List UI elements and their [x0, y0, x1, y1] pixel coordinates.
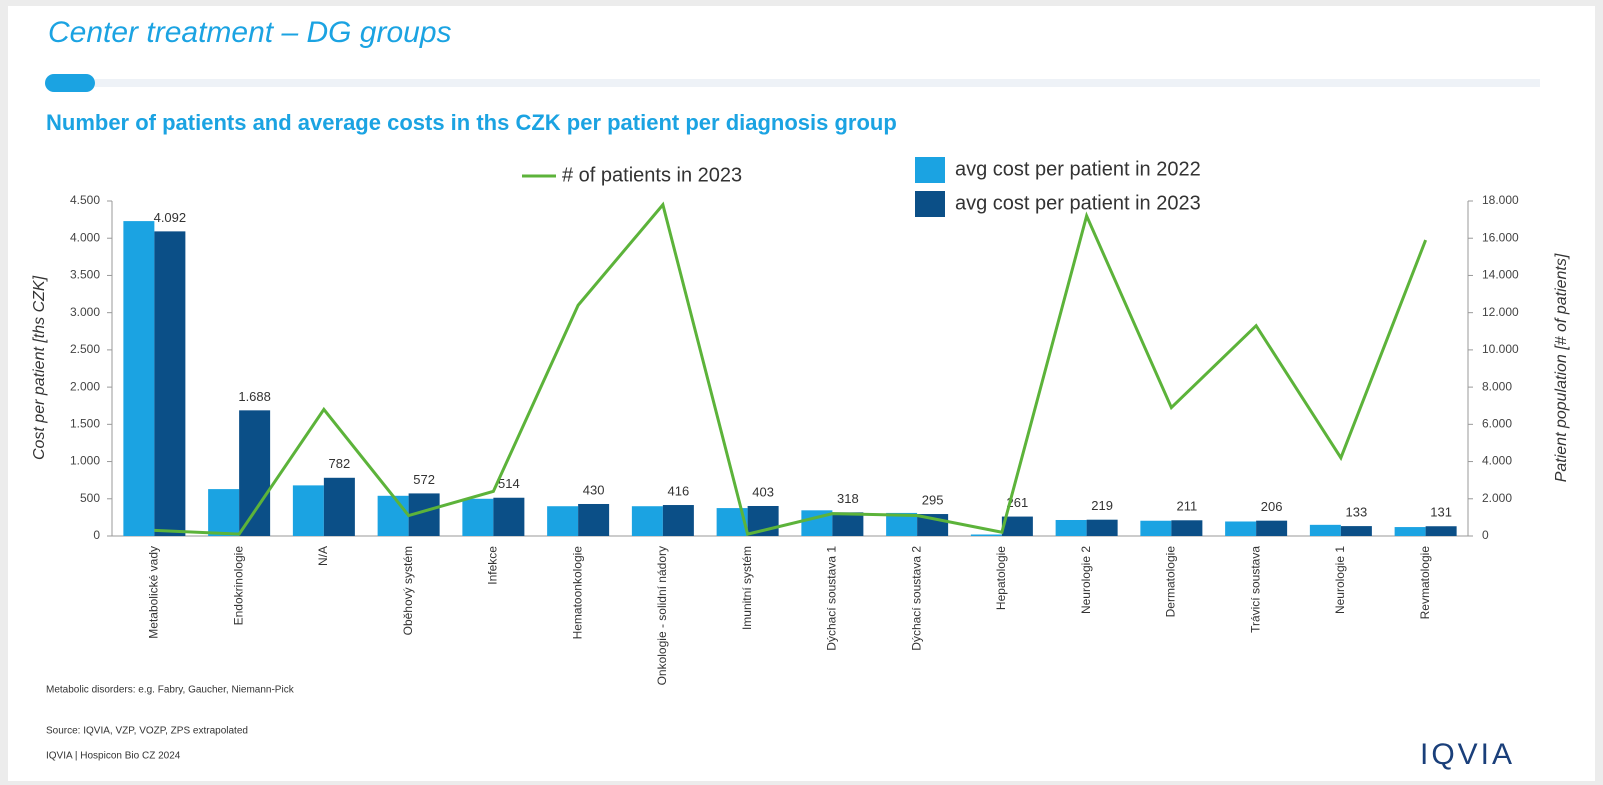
bar: [1171, 520, 1203, 536]
title-rule: [95, 79, 1540, 87]
credit: IQVIA | Hospicon Bio CZ 2024: [46, 751, 181, 762]
x-tick-label: Neurologie 2: [1079, 546, 1093, 614]
legend-label: avg cost per patient in 2023: [955, 192, 1201, 214]
y2-tick-label: 12.000: [1482, 305, 1519, 319]
x-tick-label: Dýchací soustava 2: [909, 546, 923, 651]
y-tick-label: 1.500: [70, 417, 100, 431]
bar: [547, 506, 579, 536]
bar: [1140, 520, 1172, 536]
bar: [886, 512, 918, 536]
y-axis-title: Cost per patient [ths CZK]: [31, 275, 48, 460]
y-tick-label: 500: [80, 491, 100, 505]
bar: [123, 221, 155, 536]
data-label: 211: [1177, 499, 1198, 514]
line: [154, 201, 1428, 536]
data-label: 1.688: [238, 389, 271, 404]
footnote: Metabolic disorders: e.g. Fabry, Gaucher…: [46, 685, 295, 696]
x-tick-label: Oběhový systém: [401, 546, 415, 635]
data-label: 782: [329, 456, 351, 471]
bar: [832, 512, 864, 536]
x-tick-label: Revmatologie: [1418, 546, 1432, 620]
y2-tick-label: 18.000: [1482, 193, 1519, 207]
bar: [208, 489, 240, 536]
x-tick-label: Neurologie 1: [1333, 546, 1347, 614]
y-tick-label: 2.000: [70, 379, 100, 393]
bar: [377, 495, 409, 536]
data-label: 514: [498, 476, 520, 491]
chart-title: Number of patients and average costs in …: [46, 110, 897, 135]
y2-tick-label: 2.000: [1482, 491, 1512, 505]
bar: [323, 477, 355, 536]
y-tick-label: 3.000: [70, 305, 100, 319]
card: [8, 6, 1595, 781]
legend-label: avg cost per patient in 2022: [955, 158, 1201, 180]
data-label: 219: [1091, 498, 1113, 513]
legend-label: # of patients in 2023: [562, 164, 742, 186]
y-tick-label: 4.000: [70, 230, 100, 244]
data-label: 318: [837, 491, 859, 506]
data-label: 403: [752, 484, 774, 499]
y2-tick-label: 16.000: [1482, 230, 1519, 244]
bar: [1425, 526, 1457, 536]
bar: [1225, 521, 1257, 536]
x-tick-label: Metabolické vady: [147, 546, 161, 639]
x-tick-label: Imunitní systém: [740, 546, 754, 630]
x-tick-label: Infekce: [486, 546, 500, 585]
data-label: 133: [1346, 505, 1368, 520]
y2-tick-label: 10.000: [1482, 342, 1519, 356]
x-tick-label: Hematoonkologie: [570, 546, 584, 640]
bar: [662, 505, 694, 536]
data-label: 416: [668, 483, 690, 498]
bar: [292, 485, 324, 536]
y2-tick-label: 4.000: [1482, 454, 1512, 468]
y2-axis-title: Patient population [# of patients]: [1553, 253, 1570, 482]
x-tick-label: Endokrinologie: [231, 546, 245, 626]
logo: IQVIA: [1420, 738, 1515, 771]
bar: [631, 506, 663, 536]
y-tick-label: 0: [93, 528, 100, 542]
bar: [239, 410, 271, 536]
y-tick-label: 3.500: [70, 268, 100, 282]
x-tick-label: Onkologie - solidní nádory: [655, 546, 669, 685]
title-pill: [45, 74, 95, 92]
slide-title: Center treatment – DG groups: [48, 16, 452, 49]
bar: [1086, 519, 1118, 536]
x-tick-label: Trávicí soustava: [1248, 546, 1262, 633]
data-label: 131: [1430, 505, 1452, 520]
bar: [970, 534, 1002, 536]
data-label: 295: [922, 492, 944, 507]
bar: [1309, 524, 1341, 536]
data-label: 4.092: [154, 210, 187, 225]
y2-tick-label: 0: [1482, 528, 1489, 542]
bar: [154, 231, 186, 536]
bar: [1001, 516, 1033, 536]
x-tick-label: Dýchací soustava 1: [825, 546, 839, 651]
data-label: 572: [413, 472, 435, 487]
data-label: 206: [1261, 499, 1283, 514]
y2-tick-label: 8.000: [1482, 379, 1512, 393]
bar: [493, 497, 525, 536]
data-label: 430: [583, 482, 605, 497]
y-tick-label: 1.000: [70, 454, 100, 468]
bar: [578, 503, 610, 536]
x-tick-label: Dermatologie: [1164, 546, 1178, 618]
source: Source: IQVIA, VZP, VOZP, ZPS extrapolat…: [46, 726, 248, 737]
bar: [1256, 520, 1288, 536]
y-tick-label: 2.500: [70, 342, 100, 356]
bar: [1340, 526, 1372, 536]
bar: [1055, 519, 1087, 536]
y2-tick-label: 14.000: [1482, 268, 1519, 282]
y2-tick-label: 6.000: [1482, 417, 1512, 431]
bar: [462, 498, 494, 536]
x-tick-label: Hepatologie: [994, 546, 1008, 610]
legend-swatch: [915, 157, 945, 183]
x-tick-label: N/A: [316, 546, 330, 566]
legend-swatch: [915, 191, 945, 217]
bar: [1394, 527, 1426, 536]
y-tick-label: 4.500: [70, 193, 100, 207]
